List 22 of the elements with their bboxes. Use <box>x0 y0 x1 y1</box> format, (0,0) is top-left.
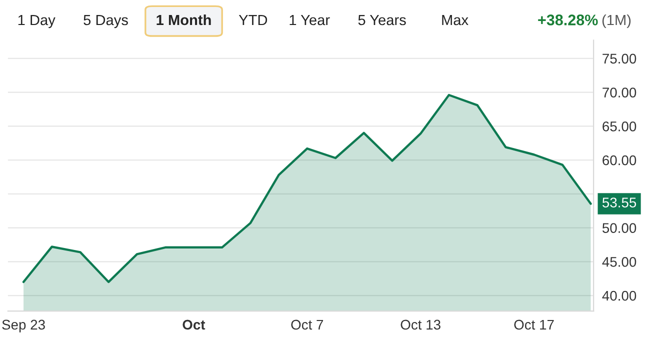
text: 5 Days <box>84 15 128 28</box>
x-tick-label: Oct 17 <box>514 320 554 330</box>
x-tick-label: Sep 23 <box>2 320 45 332</box>
y-tick-label: 45.00 <box>602 256 636 267</box>
text: 5 Years <box>358 15 406 26</box>
y-tick-label: 60.00 <box>602 155 636 166</box>
y-tick-label: 50.00 <box>602 223 636 233</box>
y-tick-label: 40.00 <box>602 290 636 301</box>
text: (1M) <box>602 14 631 28</box>
text: +38.28% <box>538 14 598 26</box>
text: 1 Day <box>18 15 56 28</box>
text: 1 Year <box>290 15 330 26</box>
x-tick-label: Oct <box>182 320 206 330</box>
y-tick-label: 65.00 <box>602 122 636 132</box>
y-tick-label: 75.00 <box>602 54 636 64</box>
y-tick-label: 70.00 <box>602 88 636 98</box>
text: 1 Month <box>156 14 211 26</box>
x-tick-label: Oct 7 <box>291 320 324 330</box>
x-tick-label: Oct 13 <box>400 320 440 330</box>
text: 53.55 <box>602 198 636 208</box>
text: YTD <box>238 15 268 26</box>
text: Max <box>442 15 468 26</box>
